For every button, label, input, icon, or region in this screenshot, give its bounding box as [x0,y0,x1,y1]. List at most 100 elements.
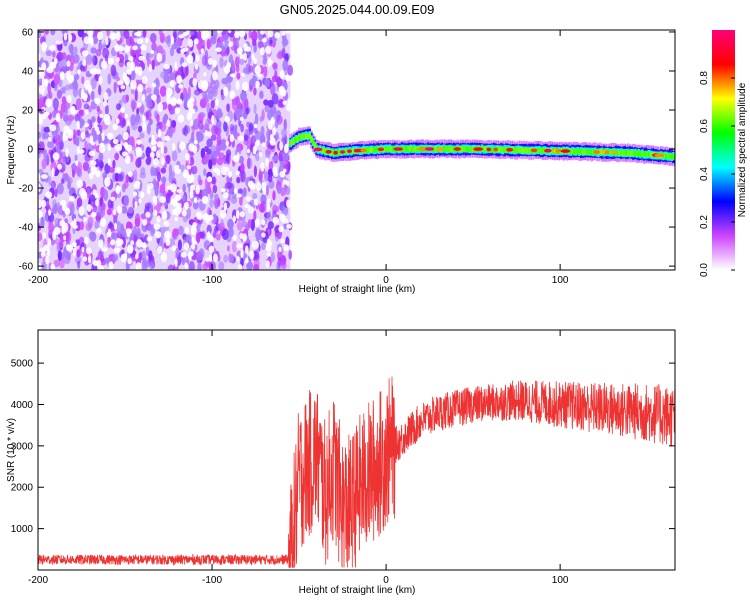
noise-cell [133,225,137,236]
spectrogram-cell [499,146,503,152]
spectrogram-peak [333,150,338,155]
noise-cell [82,256,88,262]
noise-cell [127,257,132,265]
noise-cell [281,128,288,138]
noise-cell [248,124,254,135]
noise-cell [263,99,269,106]
noise-cell [146,87,152,94]
noise-cell [151,145,157,152]
noise-cell [96,227,102,234]
spectrogram-cell [665,153,668,159]
noise-cell [113,254,119,262]
spectrogram-cell [310,136,313,142]
noise-cell [284,186,291,195]
noise-cell [253,210,257,221]
noise-cell [98,41,103,52]
spectrogram-cell [590,149,593,155]
noise-cell [277,257,281,268]
spectrogram-cell [574,149,578,155]
spectrogram-cell [569,149,573,155]
noise-cell [138,252,143,261]
spectrogram-cell [296,136,299,142]
noise-cell [126,68,132,75]
noise-cell [245,245,249,255]
noise-cell [67,180,72,190]
noise-cell [253,45,257,53]
noise-cell [102,47,110,59]
noise-cell [114,222,118,230]
noise-cell [182,169,189,179]
noise-cell [94,97,101,105]
y-tick-label: 1000 [11,524,34,535]
noise-cell [171,245,177,252]
noise-cell [172,142,176,152]
noise-cell [88,30,94,38]
noise-cell [234,31,240,39]
noise-cell [218,222,225,232]
noise-cell [223,121,228,132]
noise-cell [65,175,71,183]
noise-cell [181,256,186,266]
noise-cell [280,261,287,270]
noise-cell [240,170,246,183]
noise-cell [203,72,207,77]
noise-cell [283,168,287,173]
noise-cell [164,230,171,239]
noise-cell [239,155,244,165]
noise-cell [281,205,289,217]
spectrogram-cell [414,146,418,152]
spectrogram-cell [409,145,412,151]
noise-cell [247,157,251,170]
spectrogram-peak [654,153,665,158]
noise-cell [284,143,289,154]
spectrogram-cell [576,149,579,155]
noise-cell [135,66,139,74]
noise-cell [253,58,258,65]
noise-cell [41,158,47,170]
noise-cell [190,184,196,191]
noise-cell [239,30,246,38]
noise-cell [231,240,238,253]
noise-cell [212,213,217,223]
spectrogram-cell [416,146,419,152]
noise-cell [159,85,167,97]
noise-cell [58,240,64,249]
noise-cell [280,187,286,197]
noise-cell [159,196,166,204]
noise-cell [87,84,92,94]
noise-cell [69,188,73,197]
spectrogram-cell [301,133,304,139]
noise-cell [38,116,43,125]
noise-cell [192,77,197,87]
noise-cell [193,139,198,145]
noise-cell [69,43,74,54]
noise-cell [222,192,229,199]
spectrogram-cell [588,149,592,155]
noise-cell [239,196,243,206]
noise-cell [254,113,259,125]
spectrogram-peak [530,148,538,153]
noise-cell [188,38,194,48]
noise-cell [141,250,146,262]
noise-cell [98,159,104,172]
y-tick-label: -40 [19,223,34,234]
noise-cell [197,113,204,123]
noise-cell [137,84,144,93]
noise-cell [276,184,282,194]
noise-cell [148,118,153,126]
y-tick-label: -20 [19,184,34,195]
noise-cell [272,155,280,162]
noise-cell [156,45,164,56]
noise-cell [176,189,182,193]
noise-cell [138,198,142,204]
noise-cell [150,166,155,177]
noise-cell [232,235,237,241]
noise-cell [95,49,102,57]
spectrogram-peak [393,147,404,151]
noise-cell [234,56,240,68]
noise-cell [148,63,152,72]
noise-cell [104,163,111,174]
noise-cell [267,30,274,38]
noise-cell [261,109,265,121]
noise-cell [170,97,177,107]
